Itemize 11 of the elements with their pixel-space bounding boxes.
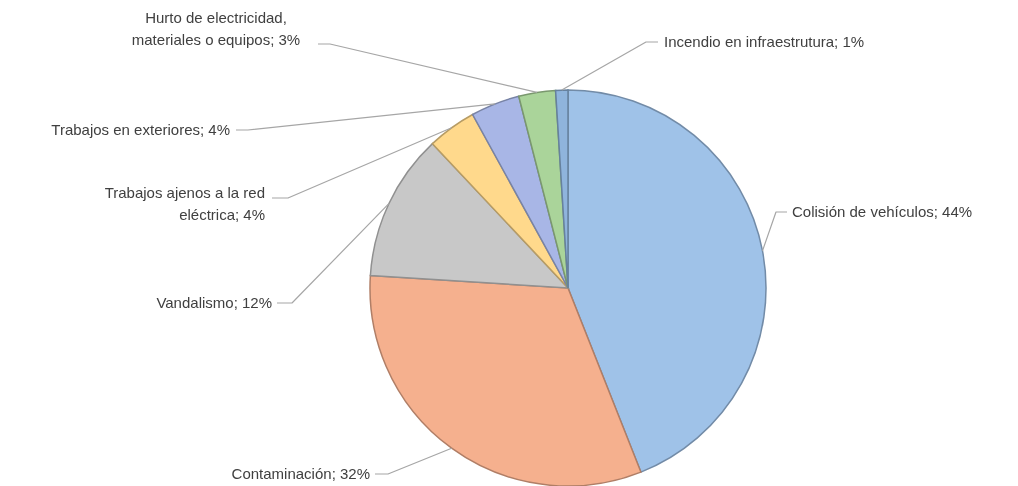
slice-label: Vandalismo; 12% — [156, 294, 272, 311]
slice-label: Colisión de vehículos; 44% — [792, 203, 973, 220]
pie-slice — [471, 95, 569, 289]
slice-label: Contaminación; 32% — [231, 465, 370, 482]
slice-label: Trabajos en exteriores; 4% — [51, 121, 230, 138]
slice-label: Trabajos ajenos a la red eléctrica; 4% — [104, 184, 265, 223]
slice-label: Hurto de electricidad, materiales o equipos; 3% — [131, 9, 301, 48]
pie-slice — [369, 274, 642, 486]
pie-slice — [369, 142, 569, 289]
pie-slice — [431, 113, 569, 289]
slice-label: Incendio en infraestrutura; 1% — [664, 33, 865, 50]
